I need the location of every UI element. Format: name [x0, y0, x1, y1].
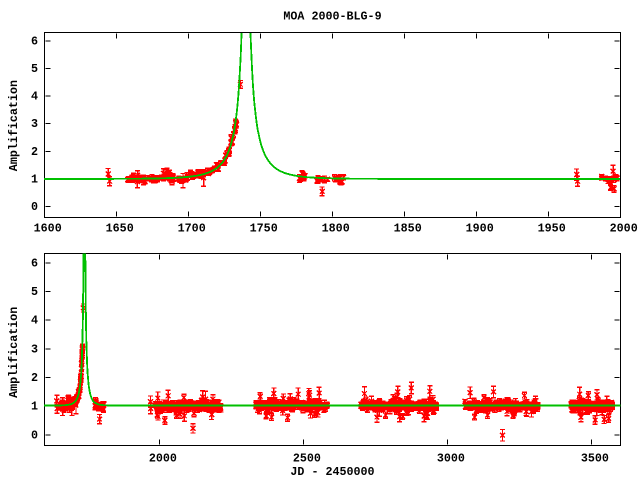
svg-text:6: 6 [31, 34, 38, 48]
svg-text:0: 0 [31, 200, 38, 214]
svg-text:2: 2 [31, 145, 38, 159]
svg-text:3500: 3500 [581, 452, 609, 466]
svg-text:3: 3 [31, 342, 38, 356]
svg-text:1850: 1850 [394, 222, 422, 236]
svg-text:2500: 2500 [293, 452, 321, 466]
svg-text:1: 1 [31, 400, 38, 414]
svg-text:1900: 1900 [466, 222, 494, 236]
svg-text:1700: 1700 [178, 222, 206, 236]
svg-text:1600: 1600 [34, 222, 62, 236]
svg-text:2000: 2000 [610, 222, 638, 236]
svg-text:6: 6 [31, 256, 38, 270]
svg-text:1: 1 [31, 172, 38, 186]
svg-text:4: 4 [31, 90, 38, 104]
svg-text:1800: 1800 [322, 222, 350, 236]
svg-text:JD - 2450000: JD - 2450000 [290, 465, 374, 479]
svg-text:5: 5 [31, 62, 38, 76]
svg-text:4: 4 [31, 314, 38, 328]
svg-text:3000: 3000 [437, 452, 465, 466]
svg-text:1650: 1650 [106, 222, 134, 236]
svg-text:MOA 2000-BLG-9: MOA 2000-BLG-9 [283, 10, 381, 24]
svg-text:1950: 1950 [538, 222, 566, 236]
svg-text:5: 5 [31, 285, 38, 299]
svg-text:3: 3 [31, 117, 38, 131]
svg-text:0: 0 [31, 428, 38, 442]
svg-text:2: 2 [31, 371, 38, 385]
svg-text:1750: 1750 [250, 222, 278, 236]
svg-text:Amplification: Amplification [7, 307, 21, 398]
svg-text:2000: 2000 [149, 452, 177, 466]
svg-text:Amplification: Amplification [7, 80, 21, 171]
